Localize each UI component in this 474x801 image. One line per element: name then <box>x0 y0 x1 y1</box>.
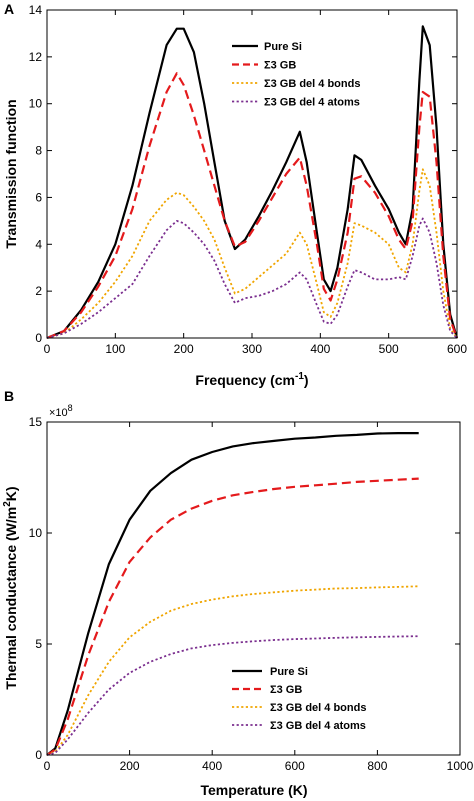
x-axis-label-superscript: -1 <box>295 371 304 382</box>
y-axis-label: Transmission function <box>3 99 19 248</box>
legend-label: Σ3 GB del 4 atoms <box>264 97 360 109</box>
series-line-4 <box>46 217 458 339</box>
y-tick-label: 10 <box>29 97 43 111</box>
panel-letter: A <box>4 1 14 17</box>
y-tick-label: 0 <box>35 331 42 345</box>
series-line-2 <box>46 72 459 340</box>
legend: Pure Si Σ3 GB Σ3 GB del 4 bonds Σ3 GB del 4… <box>232 666 366 732</box>
series-line-4 <box>46 635 419 756</box>
x-tick-label: 600 <box>447 342 467 356</box>
y-axis-label-superscript: 2 <box>2 501 13 507</box>
x-tick-label: 400 <box>202 759 222 773</box>
x-tick-label: 800 <box>367 759 387 773</box>
series-line-2 <box>46 477 419 756</box>
panel-letter: B <box>4 388 14 404</box>
y-tick-label: 0 <box>35 748 42 762</box>
y-tick-label: 12 <box>29 50 43 64</box>
y-axis-label: Thermal conductance (W/m2K) <box>2 486 19 689</box>
x-axis-label: Temperature (K) <box>200 782 307 798</box>
x-tick-label: 0 <box>44 342 51 356</box>
x-tick-label: 0 <box>44 759 51 773</box>
x-tick-label: 100 <box>105 342 125 356</box>
y-axis-label-text: Transmission function <box>3 99 19 248</box>
y-tick-label: 8 <box>35 144 42 158</box>
x-tick-label: 200 <box>174 342 194 356</box>
x-axis-label: Frequency (cm-1) <box>195 371 308 388</box>
y-axis-label-text: Thermal conductance (W/m <box>3 507 19 690</box>
x-tick-label: 1000 <box>447 759 474 773</box>
y-tick-label: 4 <box>35 237 42 251</box>
y-axis-exponent: ×108 <box>49 403 73 419</box>
x-tick-label: 400 <box>310 342 330 356</box>
legend-label: Σ3 GB <box>270 684 302 696</box>
legend-label: Pure Si <box>264 41 302 53</box>
y-axis-label-end: K) <box>3 486 19 501</box>
x-tick-label: 600 <box>285 759 305 773</box>
y-tick-label: 10 <box>29 526 43 540</box>
plot-frame <box>46 421 461 756</box>
chart-panel-a: A 0 100 200 300 400 500 600 0 2 4 6 8 10 12 14 Frequency… <box>3 1 467 388</box>
y-tick-label: 14 <box>29 3 43 17</box>
legend-label: Σ3 GB del 4 bonds <box>270 702 366 714</box>
series-line-1 <box>46 432 419 756</box>
legend-label: Σ3 GB del 4 atoms <box>270 720 366 732</box>
x-axis-label-end: ) <box>304 372 309 388</box>
plot-frame <box>46 9 458 339</box>
legend: Pure Si Σ3 GB Σ3 GB del 4 bonds Σ3 GB del 4… <box>232 41 360 109</box>
x-axis-label-text: Frequency (cm <box>195 372 295 388</box>
y-tick-label: 2 <box>35 284 42 298</box>
y-tick-label: 6 <box>35 190 42 204</box>
legend-label: Σ3 GB del 4 bonds <box>264 78 360 90</box>
y-exponent-base: ×10 <box>49 407 68 419</box>
series-line-3 <box>46 168 458 339</box>
legend-label: Σ3 GB <box>264 60 296 72</box>
x-tick-label: 500 <box>379 342 399 356</box>
x-axis-label-text: Temperature (K) <box>200 782 307 798</box>
y-tick-label: 15 <box>29 415 43 429</box>
x-tick-label: 300 <box>242 342 262 356</box>
y-exponent-power: 8 <box>68 403 73 413</box>
legend-label: Pure Si <box>270 666 308 678</box>
x-tick-label: 200 <box>120 759 140 773</box>
chart-panel-b: B 0 200 400 600 800 1000 0 5 10 15 Temperature (K) T… <box>2 388 474 798</box>
series-line-1 <box>46 25 459 340</box>
y-tick-label: 5 <box>35 637 42 651</box>
